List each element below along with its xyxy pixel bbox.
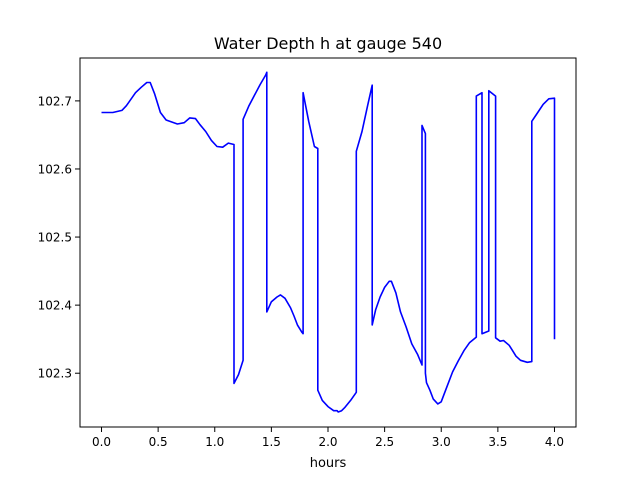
series-layer	[101, 71, 556, 413]
x-tick-label: 2.5	[375, 435, 394, 449]
y-tick-label: 102.3	[38, 367, 72, 381]
x-axis-ticks: 0.0 0.5 1.0 1.5 2.0 2.5 3.0 3.5 4.0	[92, 427, 564, 449]
x-axis-label: hours	[310, 456, 347, 471]
chart-title: Water Depth h at gauge 540	[214, 34, 442, 53]
y-tick-label: 102.4	[38, 299, 72, 313]
y-tick-label: 102.5	[38, 231, 72, 245]
y-tick-label: 102.6	[38, 162, 72, 176]
x-tick-label: 3.0	[432, 435, 451, 449]
x-tick-label: 3.5	[488, 435, 507, 449]
x-tick-label: 0.0	[92, 435, 111, 449]
x-tick-label: 4.0	[545, 435, 564, 449]
x-tick-label: 0.5	[149, 435, 168, 449]
x-tick-label: 2.0	[318, 435, 337, 449]
y-axis-ticks: 102.3 102.4 102.5 102.6 102.7	[38, 94, 80, 381]
plot-frame	[79, 57, 577, 428]
series-line	[101, 71, 556, 413]
x-tick-label: 1.0	[205, 435, 224, 449]
y-tick-label: 102.7	[38, 94, 72, 108]
x-tick-label: 1.5	[262, 435, 281, 449]
